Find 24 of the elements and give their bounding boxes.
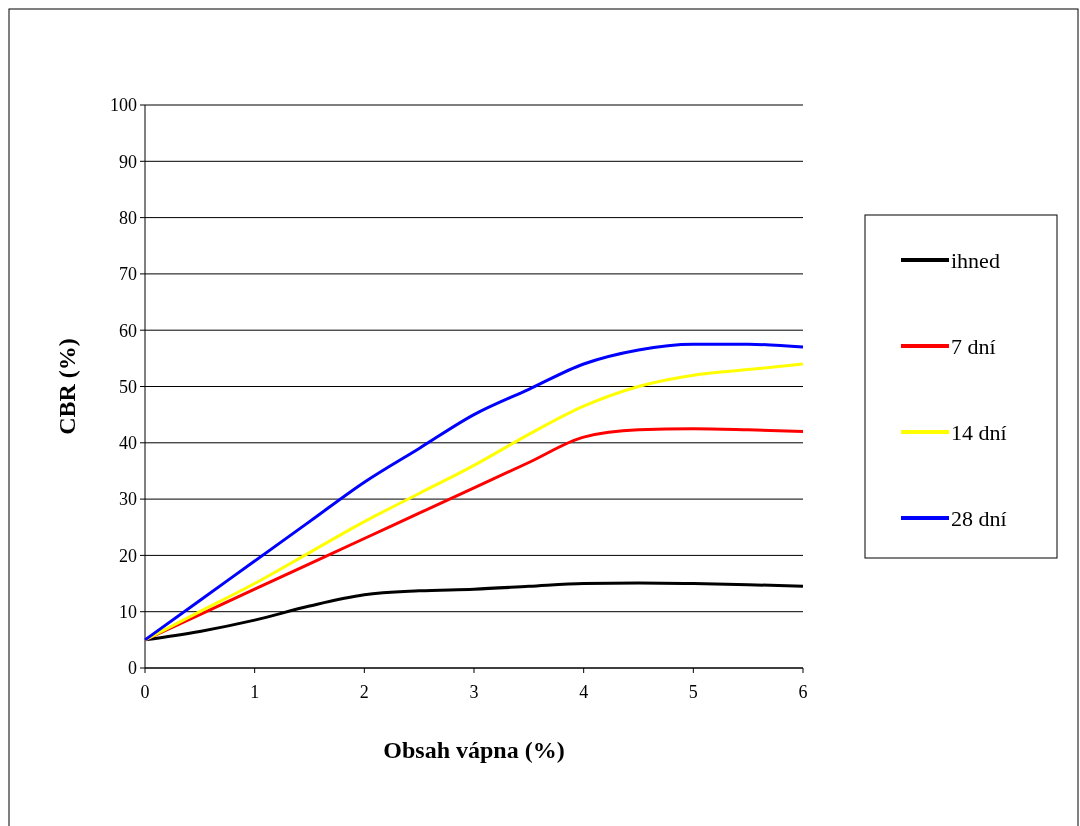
y-tick-label: 100 [110, 95, 137, 116]
legend-label: 28 dní [951, 505, 1007, 531]
x-tick-label: 0 [140, 682, 150, 702]
x-tick-label: 2 [359, 682, 369, 702]
y-tick-label: 20 [119, 545, 137, 566]
y-axis-title: CBR (%) [54, 338, 80, 435]
x-tick-label: 4 [579, 682, 589, 702]
legend-label: 7 dní [951, 333, 996, 359]
legend-label: 14 dní [951, 419, 1007, 445]
x-tick-label: 1 [250, 682, 260, 702]
y-tick-label: 0 [128, 658, 137, 679]
y-tick-label: 80 [119, 207, 137, 228]
y-tick-label: 10 [119, 602, 137, 622]
y-tick-label: 40 [119, 433, 137, 454]
y-tick-label: 60 [119, 320, 137, 341]
y-tick-label: 50 [119, 376, 137, 397]
y-tick-label: 70 [119, 264, 137, 285]
y-tick-label: 30 [119, 489, 137, 510]
x-tick-label: 6 [798, 682, 808, 702]
x-axis-title: Obsah vápna (%) [383, 737, 565, 763]
x-tick-label: 3 [469, 682, 479, 702]
x-tick-label: 5 [688, 682, 698, 702]
legend-label: ihned [951, 247, 1000, 273]
y-tick-label: 90 [119, 151, 137, 172]
